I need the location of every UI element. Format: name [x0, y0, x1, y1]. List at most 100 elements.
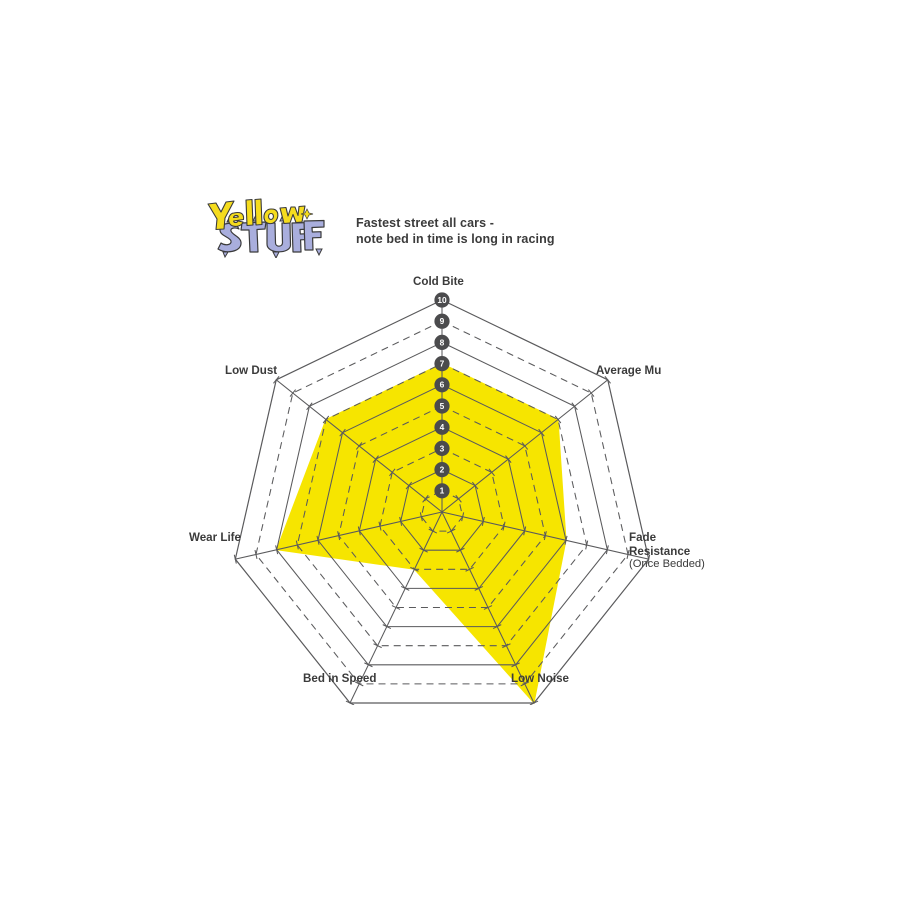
radar-tick-mark [419, 547, 428, 553]
radar-tick-mark [364, 662, 373, 668]
radar-tick-mark [373, 643, 382, 649]
radar-ring-1 [420, 490, 464, 532]
scale-badge-9: 9 [434, 313, 450, 329]
radar-tick-mark [306, 402, 313, 411]
radar-tick-mark [273, 375, 280, 384]
scale-badge-10: 10 [434, 292, 450, 308]
radar-tick-mark [295, 540, 299, 550]
scale-badge-circle [434, 398, 450, 414]
radar-tick-mark [511, 662, 520, 668]
axis-label-fade-sublabel: (Once Bedded) [629, 558, 705, 570]
radar-ring-7 [296, 363, 588, 647]
scale-badge-label: 3 [440, 443, 445, 453]
radar-tick-mark [357, 526, 361, 536]
radar-ring-4 [358, 426, 526, 589]
radar-tick-mark [538, 428, 545, 437]
radar-tick-mark [626, 549, 630, 559]
radar-tick-mark [521, 442, 529, 450]
radar-tick-mark [523, 526, 527, 536]
radar-tick-mark [419, 512, 423, 522]
radar-tick-mark [455, 494, 462, 503]
radar-ring-10 [234, 299, 650, 704]
radar-tick-mark [354, 681, 364, 687]
radar-tick-mark [289, 389, 297, 397]
radar-tick-mark [422, 494, 429, 503]
scale-badge-circle [434, 440, 450, 456]
radar-tick-mark [471, 481, 479, 490]
radar-scale-badges: 1 2 3 4 5 6 7 8 9 10 [434, 292, 450, 499]
scale-badge-2: 2 [434, 462, 450, 478]
scale-badge-label: 6 [440, 380, 445, 390]
logo-yellow-word [207, 198, 314, 231]
radar-tick-mark [488, 468, 495, 477]
radar-tick-mark [399, 516, 403, 526]
radar-tick-mark [483, 605, 493, 610]
scale-badge-4: 4 [434, 419, 450, 435]
axis-label-bed-in-speed: Bed in Speed [303, 672, 377, 685]
scale-badge-5: 5 [434, 398, 450, 414]
axis-label-wear-life: Wear Life [189, 531, 241, 544]
radar-tick-mark [322, 415, 330, 424]
radar-tick-mark [520, 681, 530, 687]
scale-badge-label: 7 [440, 359, 445, 369]
radar-tick-mark [372, 455, 379, 463]
axis-label-fade-line-1: Fade [629, 531, 657, 544]
radar-tick-mark [571, 402, 578, 411]
scale-badge-label: 5 [440, 401, 445, 411]
scale-badge-3: 3 [434, 440, 450, 456]
scale-badge-circle [434, 292, 450, 308]
radar-ring-8 [276, 341, 608, 666]
radar-tick-mark [492, 624, 502, 630]
scale-badge-8: 8 [434, 334, 450, 350]
scale-badge-6: 6 [434, 377, 450, 393]
radar-tick-mark [543, 531, 547, 541]
radar-tick-mark [481, 516, 485, 526]
radar-ring-2 [400, 469, 484, 551]
scale-badge-circle [434, 356, 450, 372]
radar-tick-mark [345, 700, 355, 705]
radar-tick-mark [391, 605, 401, 610]
scale-badge-label: 4 [440, 422, 445, 432]
radar-tick-mark [605, 545, 609, 555]
radar-tick-mark [275, 545, 279, 555]
radar-tick-mark [554, 415, 562, 424]
headline-line-1: Fastest street all cars - [356, 216, 494, 230]
scale-badge-circle [434, 462, 450, 478]
radar-chart: 1 2 3 4 5 6 7 8 9 10 [150, 265, 750, 705]
radar-tick-mark [316, 535, 320, 545]
scale-badge-label: 9 [440, 316, 445, 326]
scale-badge-1: 1 [434, 483, 450, 499]
radar-tick-mark [505, 455, 512, 463]
scale-badge-circle [434, 419, 450, 435]
radar-tick-mark [428, 528, 438, 534]
radar-ring-9 [255, 320, 629, 685]
radar-tick-mark [400, 585, 410, 591]
headline: Fastest street all cars - note bed in ti… [356, 215, 616, 247]
radar-tick-mark [604, 375, 611, 384]
radar-tick-mark [564, 535, 568, 545]
axis-label-fade-line-2: Resistance [629, 544, 691, 558]
scale-badge-circle [434, 313, 450, 329]
scale-badge-label: 1 [440, 486, 445, 496]
radar-tick-mark [382, 624, 392, 630]
radar-tick-mark [254, 549, 258, 559]
radar-tick-mark [529, 700, 539, 705]
radar-tick-mark [502, 643, 511, 649]
scale-badge-label: 10 [437, 295, 447, 305]
radar-tick-mark [233, 554, 237, 564]
axis-label-low-noise: Low Noise [511, 672, 569, 685]
radar-tick-mark [389, 468, 396, 477]
yellowstuff-logo [196, 196, 326, 258]
scale-badge-circle [434, 334, 450, 350]
scale-badge-label: 2 [440, 465, 445, 475]
header-block: Fastest street all cars - note bed in ti… [196, 196, 616, 266]
radar-tick-mark [587, 389, 595, 397]
radar-tick-mark [405, 481, 413, 490]
radar-tick-mark [410, 566, 419, 572]
axis-label-cold-bite: Cold Bite [413, 275, 464, 288]
radar-ring-6 [317, 384, 567, 628]
radar-tick-mark [585, 540, 589, 550]
radar-tick-mark [378, 521, 382, 531]
radar-tick-mark [465, 566, 474, 572]
